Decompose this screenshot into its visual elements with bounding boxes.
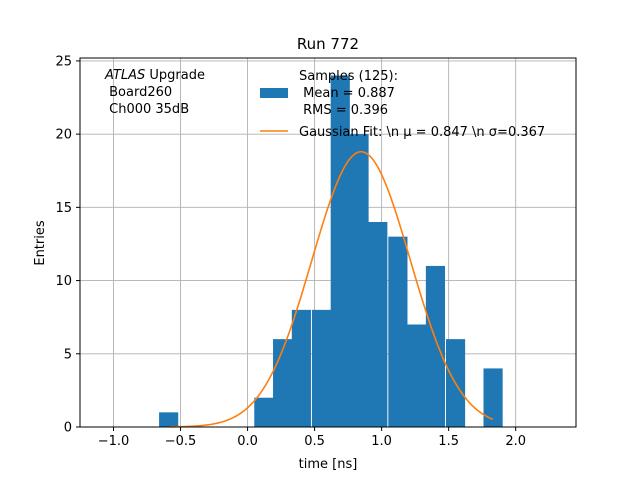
y-axis-ticks: 0 5 10 15 20 25 xyxy=(55,54,80,436)
legend-hist-line-2: Mean = 0.887 xyxy=(299,86,395,101)
legend-hist-line-3: RMS = 0.396 xyxy=(299,103,388,118)
histogram-bar xyxy=(311,309,332,427)
legend-fit-label: Gaussian Fit: \n μ = 0.847 \n σ=0.367 xyxy=(299,125,545,140)
y-axis-label: Entries xyxy=(33,220,48,266)
histogram-bar xyxy=(254,397,274,427)
y-tick-label: 10 xyxy=(55,274,72,289)
legend-hist-swatch xyxy=(260,88,288,98)
chart-title: Run 772 xyxy=(297,35,359,53)
histogram-bar xyxy=(291,309,311,427)
histogram-bar xyxy=(159,412,179,427)
annotation-line-2: Board260 xyxy=(105,85,172,100)
histogram-bar xyxy=(330,75,350,428)
histogram-bar xyxy=(388,236,408,427)
annotation-box: ATLAS Upgrade Board260 Ch000 35dB xyxy=(104,68,205,117)
legend-hist-line-1: Samples (125): xyxy=(299,69,398,84)
annotation-line-1: ATLAS Upgrade xyxy=(104,68,205,83)
annotation-upgrade: Upgrade xyxy=(145,68,205,83)
x-axis-ticks: −1.0 −0.5 0.0 0.5 1.0 1.5 2.0 xyxy=(98,427,526,449)
x-tick-label: −0.5 xyxy=(165,434,197,449)
y-tick-label: 15 xyxy=(55,201,72,216)
legend: Samples (125): Mean = 0.887 RMS = 0.396 … xyxy=(260,69,545,140)
histogram-bar xyxy=(349,134,369,427)
histogram-bar xyxy=(368,222,388,427)
gaussian-fit-curve xyxy=(169,150,494,428)
y-tick-label: 0 xyxy=(64,421,72,436)
histogram-bar xyxy=(273,339,293,427)
x-tick-label: 1.5 xyxy=(438,434,459,449)
annotation-line-3: Ch000 35dB xyxy=(105,102,189,117)
x-tick-label: 2.0 xyxy=(505,434,526,449)
y-tick-label: 20 xyxy=(55,128,72,143)
x-tick-label: 0.5 xyxy=(304,434,325,449)
histogram-bars xyxy=(159,75,503,428)
x-tick-label: 0.0 xyxy=(237,434,258,449)
y-tick-label: 25 xyxy=(55,54,72,69)
histogram-bar xyxy=(407,324,427,427)
plot-frame xyxy=(79,57,577,428)
x-tick-label: −1.0 xyxy=(98,434,130,449)
x-axis-label: time [ns] xyxy=(299,457,358,472)
histogram-bar xyxy=(483,368,503,427)
annotation-atlas: ATLAS xyxy=(104,68,145,83)
histogram-bar xyxy=(425,265,446,427)
y-tick-label: 5 xyxy=(64,347,72,362)
x-tick-label: 1.0 xyxy=(371,434,392,449)
